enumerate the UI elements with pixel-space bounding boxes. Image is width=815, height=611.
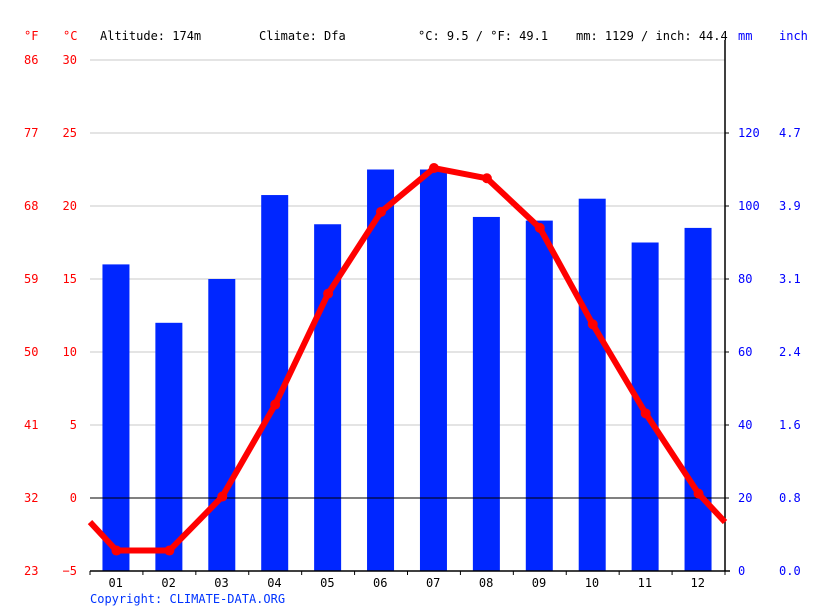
temperature-point [428, 163, 439, 174]
temperature-point [217, 491, 228, 502]
temperature-point [640, 408, 651, 419]
fahrenheit-tick-label: 68 [24, 199, 39, 213]
month-label: 12 [690, 576, 705, 590]
month-label: 03 [214, 576, 229, 590]
celsius-tick-label: 20 [62, 199, 77, 213]
month-label: 10 [584, 576, 600, 590]
inch-tick-label: 0.0 [779, 564, 801, 578]
temperature-point [164, 545, 175, 556]
temperature-line [87, 165, 728, 554]
month-label: 08 [478, 576, 494, 590]
average-temperature-label: °C: 9.5 / °F: 49.1 [418, 29, 549, 43]
mm-unit-label: mm [738, 29, 753, 43]
inch-tick-label: 3.1 [779, 272, 801, 286]
inch-tick-label: 2.4 [779, 345, 801, 359]
celsius-unit-label: °C [63, 29, 78, 43]
fahrenheit-tick-label: 86 [24, 53, 39, 67]
temperature-point [323, 288, 334, 299]
temperature-point [481, 173, 492, 184]
precipitation-bar [419, 169, 447, 571]
temperature-point [270, 399, 281, 410]
celsius-tick-label: 15 [62, 272, 77, 286]
temperature-point [111, 545, 122, 556]
precipitation-bar [208, 279, 236, 571]
mm-tick-label: 0 [738, 564, 746, 578]
precipitation-bar [102, 264, 130, 571]
month-label: 11 [637, 576, 653, 590]
celsius-tick-label: −5 [62, 564, 77, 578]
precipitation-bar [525, 220, 553, 571]
temperature-point [587, 319, 598, 330]
altitude-label: Altitude: 174m [100, 29, 202, 43]
precipitation-bar [578, 198, 606, 571]
month-label: 01 [108, 576, 123, 590]
celsius-tick-label: 5 [69, 418, 77, 432]
fahrenheit-tick-label: 23 [24, 564, 39, 578]
month-label: 05 [320, 576, 335, 590]
month-label: 06 [373, 576, 388, 590]
celsius-tick-label: 10 [62, 345, 77, 359]
temperature-point [693, 488, 704, 499]
fahrenheit-unit-label: °F [24, 29, 39, 43]
inch-tick-label: 0.8 [779, 491, 801, 505]
precipitation-bar [684, 227, 712, 571]
temperature-point [376, 206, 387, 217]
precipitation-bar [367, 169, 395, 571]
fahrenheit-tick-label: 77 [24, 126, 39, 140]
mm-tick-label: 60 [738, 345, 753, 359]
celsius-tick-label: 0 [69, 491, 77, 505]
climate-label: Climate: Dfa [259, 29, 346, 43]
precipitation-bar [472, 216, 500, 571]
inch-tick-label: 3.9 [779, 199, 801, 213]
temperature-point [534, 222, 545, 233]
month-label: 07 [425, 576, 441, 590]
mm-tick-label: 100 [738, 199, 760, 213]
mm-tick-label: 80 [738, 272, 753, 286]
fahrenheit-tick-label: 50 [24, 345, 39, 359]
month-label: 09 [531, 576, 547, 590]
month-label: 04 [267, 576, 282, 590]
fahrenheit-tick-label: 59 [24, 272, 39, 286]
inch-unit-label: inch [779, 29, 808, 43]
celsius-tick-label: 30 [62, 53, 77, 67]
mm-tick-label: 120 [738, 126, 760, 140]
copyright-link[interactable]: Copyright: CLIMATE-DATA.ORG [90, 592, 286, 606]
inch-tick-label: 1.6 [779, 418, 801, 432]
fahrenheit-tick-label: 32 [24, 491, 39, 505]
celsius-tick-label: 25 [62, 126, 77, 140]
fahrenheit-tick-label: 41 [24, 418, 39, 432]
month-label: 02 [161, 576, 176, 590]
mm-tick-label: 40 [738, 418, 753, 432]
mm-tick-label: 20 [738, 491, 753, 505]
total-precipitation-label: mm: 1129 / inch: 44.4 [576, 29, 728, 43]
precipitation-bar [155, 322, 183, 571]
inch-tick-label: 4.7 [779, 126, 801, 140]
